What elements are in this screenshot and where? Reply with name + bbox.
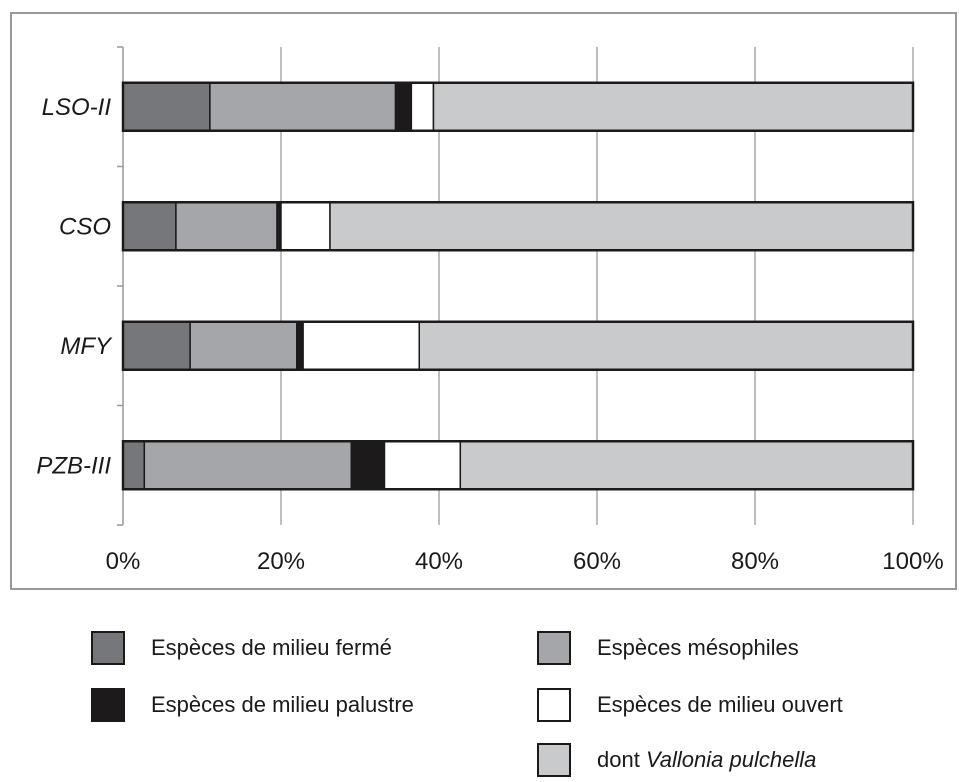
legend-swatch-mesophiles (537, 631, 571, 665)
bar-segment-mfy-s4 (418, 321, 914, 371)
legend-swatch-milieu-ferme (91, 631, 125, 665)
category-label-mfy: MFY (60, 333, 113, 360)
bar-segment-mfy-s1 (189, 321, 298, 371)
bar-outline-mfy (121, 320, 915, 371)
category-label-pzb-iii: PZB-III (36, 452, 111, 479)
bar-outline-pzb-iii (121, 440, 915, 491)
x-tick-label-0: 0% (106, 548, 141, 575)
bar-segment-pzb-iii-s3 (383, 440, 462, 490)
bar-segment-mfy-s0 (122, 321, 191, 371)
bar-segment-mfy-s2 (296, 321, 304, 371)
bar-segment-cso-s1 (175, 201, 278, 251)
legend-label-milieu-ouvert: Espèces de milieu ouvert (597, 692, 843, 717)
bar-segment-cso-s0 (122, 201, 177, 251)
x-tick-label-80: 80% (731, 548, 779, 575)
category-labels: LSO-II CSO MFY PZB-III (36, 94, 113, 480)
legend-item-milieu-ferme: Espèces de milieu fermé (91, 628, 392, 668)
bar-segment-pzb-iii-s0 (122, 440, 146, 490)
bar-segment-lso-ii-s3 (410, 82, 435, 132)
bars (121, 81, 915, 491)
legend-item-milieu-ouvert: Espèces de milieu ouvert (537, 685, 843, 725)
chart-frame: LSO-II CSO MFY PZB-III 0% 20% 40% 60% 80% 100% (10, 12, 957, 590)
legend-label-species: Vallonia pulchella (645, 747, 817, 772)
x-tick-label-100: 100% (882, 548, 943, 575)
bar-segment-mfy-s3 (302, 321, 420, 371)
legend-item-vallonia-pulchella: dont Vallonia pulchella (537, 740, 816, 780)
legend-label-prefix: dont (597, 747, 646, 772)
bar-segment-pzb-iii-s4 (459, 440, 914, 490)
legend-label-vallonia-pulchella: dont Vallonia pulchella (597, 747, 816, 773)
bar-outline-lso-ii (121, 81, 915, 132)
category-label-cso: CSO (59, 213, 111, 240)
category-label-lso-ii: LSO-II (42, 94, 112, 121)
x-tick-labels: 0% 20% 40% 60% 80% 100% (106, 548, 944, 575)
x-tick-label-20: 20% (257, 548, 305, 575)
bar-segment-pzb-iii-s1 (143, 440, 353, 490)
stacked-bar-chart: LSO-II CSO MFY PZB-III 0% 20% 40% 60% 80% 100% (36, 46, 944, 575)
legend-swatch-vallonia-pulchella (537, 743, 571, 777)
legend-label-milieu-ferme: Espèces de milieu fermé (151, 635, 392, 660)
bar-segment-cso-s3 (280, 201, 331, 251)
x-tick-label-60: 60% (573, 548, 621, 575)
legend-swatch-milieu-ouvert (537, 688, 571, 722)
bar-segment-lso-ii-s1 (209, 82, 397, 132)
bar-segment-lso-ii-s2 (394, 82, 413, 132)
bar-segment-pzb-iii-s2 (350, 440, 386, 490)
bar-segment-lso-ii-s4 (432, 82, 914, 132)
legend-swatch-milieu-palustre (91, 688, 125, 722)
bar-segment-cso-s4 (329, 201, 914, 251)
bar-outline-cso (121, 201, 915, 252)
legend-label-milieu-palustre: Espèces de milieu palustre (151, 692, 414, 717)
bar-segment-lso-ii-s0 (122, 82, 211, 132)
legend-item-mesophiles: Espèces mésophiles (537, 628, 799, 668)
legend-label-mesophiles: Espèces mésophiles (597, 635, 799, 660)
x-tick-label-40: 40% (415, 548, 463, 575)
legend-item-milieu-palustre: Espèces de milieu palustre (91, 685, 414, 725)
